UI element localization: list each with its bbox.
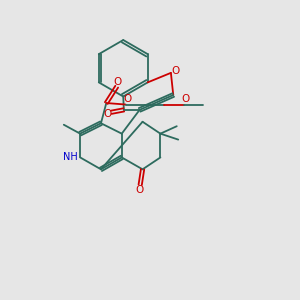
Text: NH: NH — [63, 152, 78, 162]
Text: O: O — [103, 109, 111, 119]
Text: O: O — [171, 66, 179, 76]
Text: O: O — [114, 77, 122, 87]
Text: O: O — [123, 94, 131, 104]
Text: O: O — [136, 185, 144, 195]
Text: O: O — [181, 94, 189, 104]
